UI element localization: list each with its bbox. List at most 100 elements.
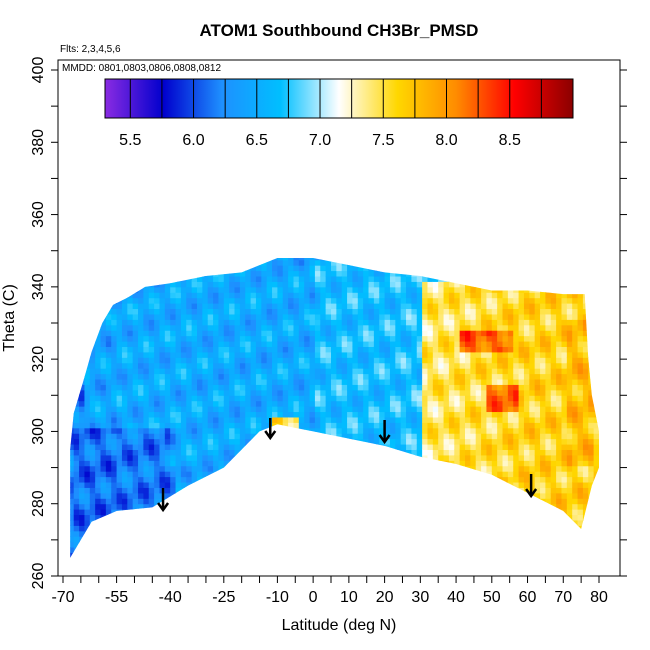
heatmap-cell	[79, 525, 85, 532]
heatmap-cell	[175, 438, 182, 445]
heatmap-cell	[213, 433, 219, 440]
heatmap-cell	[459, 503, 466, 510]
heatmap-cell	[454, 330, 461, 337]
heatmap-cell	[486, 249, 492, 255]
heatmap-cell	[454, 308, 461, 315]
heatmap-cell	[277, 384, 284, 391]
heatmap-cell	[73, 487, 80, 494]
heatmap-cell	[63, 542, 69, 548]
heatmap-cell	[389, 498, 396, 505]
heatmap-cell	[148, 547, 155, 554]
heatmap-cell	[448, 389, 455, 396]
heatmap-cell	[304, 487, 311, 494]
heatmap-cell	[63, 547, 69, 553]
heatmap-cell	[175, 379, 182, 385]
heatmap-cell	[101, 558, 107, 564]
heatmap-cell	[138, 259, 144, 266]
heatmap-cell	[95, 395, 102, 402]
heatmap-cell	[432, 444, 439, 450]
heatmap-cell	[320, 286, 327, 293]
heatmap-cell	[207, 330, 214, 337]
heatmap-cell	[427, 330, 434, 337]
heatmap-cell	[197, 303, 203, 310]
heatmap-cell	[282, 492, 289, 499]
heatmap-cell	[63, 292, 69, 298]
heatmap-cell	[175, 536, 182, 543]
dates-subtitle: MMDD: 0801,0803,0806,0808,0812	[62, 63, 221, 74]
heatmap-cell	[191, 373, 198, 380]
heatmap-cell	[416, 411, 423, 418]
heatmap-cell	[314, 536, 321, 543]
heatmap-cell	[95, 498, 102, 505]
heatmap-cell	[507, 389, 514, 396]
heatmap-cell	[443, 319, 450, 326]
heatmap-cell	[288, 514, 294, 521]
heatmap-cell	[79, 351, 85, 358]
heatmap-cell	[266, 454, 273, 461]
heatmap-cell	[513, 476, 520, 483]
heatmap-cell	[331, 449, 337, 456]
heatmap-cell	[89, 503, 96, 510]
heatmap-cell	[507, 514, 514, 521]
heatmap-cell	[389, 357, 396, 364]
heatmap-cell	[116, 438, 123, 445]
heatmap-cell	[341, 530, 348, 537]
heatmap-cell	[320, 487, 327, 494]
heatmap-cell	[336, 324, 343, 331]
heatmap-cell	[180, 276, 187, 282]
heatmap-cell	[143, 530, 150, 537]
heatmap-cell	[277, 444, 284, 450]
heatmap-cell	[266, 530, 273, 537]
heatmap-cell	[347, 509, 353, 516]
heatmap-cell	[433, 249, 439, 255]
heatmap-cell	[475, 454, 482, 461]
heatmap-cell	[293, 276, 300, 282]
heatmap-cell	[293, 525, 300, 532]
heatmap-cell	[416, 357, 423, 364]
heatmap-cell	[298, 422, 305, 429]
heatmap-cell	[240, 563, 246, 569]
heatmap-cell	[223, 400, 230, 407]
heatmap-cell	[159, 563, 165, 569]
heatmap-cell	[164, 536, 171, 543]
heatmap-cell	[132, 308, 139, 315]
heatmap-cell	[218, 416, 225, 423]
heatmap-cell	[73, 362, 80, 369]
heatmap-cell	[411, 541, 418, 548]
heatmap-cell	[132, 498, 139, 505]
heatmap-cell	[132, 384, 139, 391]
heatmap-cell	[202, 547, 209, 554]
heatmap-cell	[100, 476, 107, 483]
heatmap-cell	[84, 514, 91, 521]
heatmap-cell	[288, 330, 294, 337]
heatmap-cell	[454, 281, 461, 288]
heatmap-cell	[416, 449, 423, 456]
heatmap-cell	[288, 346, 294, 353]
heatmap-cell	[417, 563, 423, 569]
heatmap-cell	[465, 427, 471, 434]
heatmap-cell	[89, 351, 96, 358]
heatmap-cell	[239, 525, 246, 532]
heatmap-cell	[148, 536, 155, 543]
heatmap-cell	[395, 471, 402, 478]
heatmap-cell	[406, 286, 412, 293]
heatmap-cell	[288, 454, 294, 461]
heatmap-cell	[454, 249, 460, 255]
heatmap-cell	[465, 395, 471, 402]
heatmap-cell	[513, 422, 520, 429]
heatmap-cell	[73, 503, 80, 510]
heatmap-cell	[395, 308, 402, 315]
heatmap-cell	[304, 330, 311, 337]
heatmap-cell	[175, 324, 182, 331]
heatmap-cell	[282, 297, 289, 304]
heatmap-cell	[497, 362, 504, 369]
heatmap-cell	[234, 319, 241, 326]
heatmap-cell	[100, 541, 107, 548]
heatmap-cell	[427, 563, 433, 569]
heatmap-cell	[320, 276, 327, 282]
heatmap-cell	[475, 265, 482, 272]
heatmap-cell	[422, 471, 428, 478]
heatmap-cell	[282, 547, 289, 554]
heatmap-cell	[507, 471, 514, 478]
heatmap-cell	[245, 400, 252, 407]
